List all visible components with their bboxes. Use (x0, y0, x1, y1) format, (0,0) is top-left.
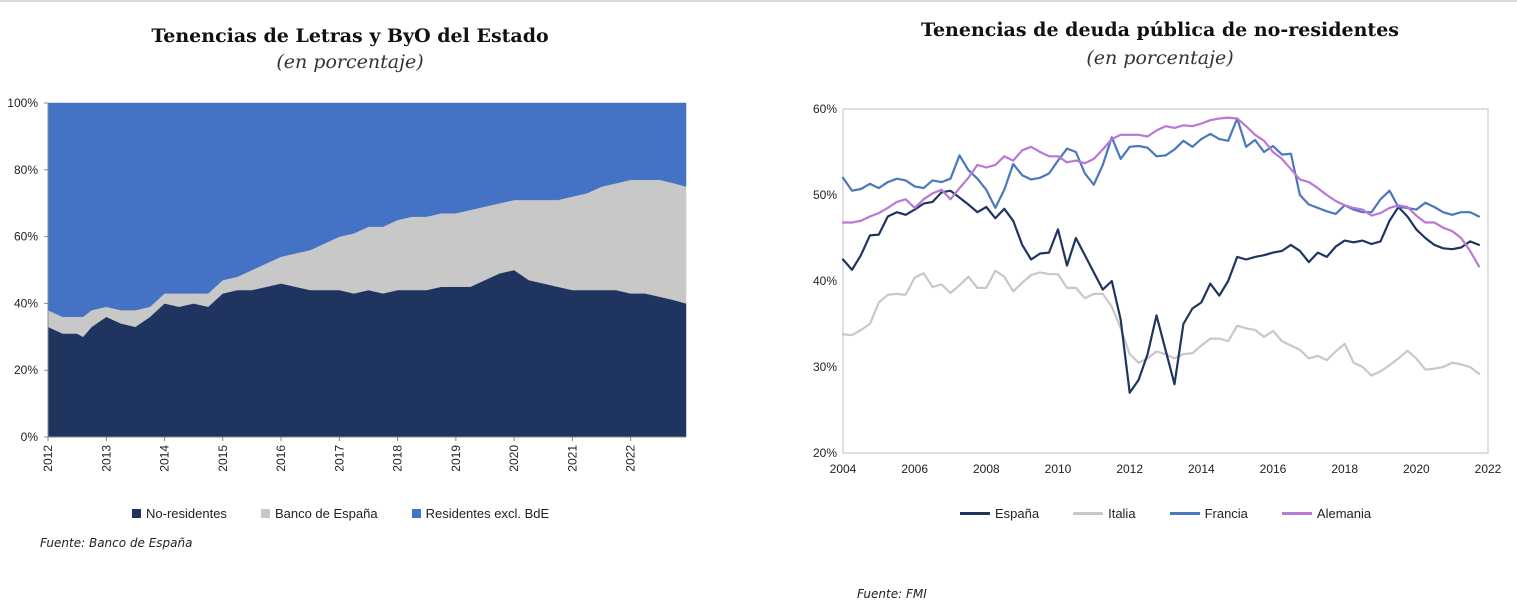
right-chart-title: Tenencias de deuda pública de no-residen… (921, 19, 1399, 41)
left-chart-subtitle: (en porcentaje) (276, 51, 424, 73)
y-tick-label: 50% (813, 188, 837, 202)
legend-swatch (1073, 512, 1104, 515)
x-tick-label: 2004 (830, 462, 857, 476)
series-line-francia (841, 117, 1481, 218)
y-tick-label: 60% (14, 230, 38, 244)
y-tick-label: 20% (813, 446, 837, 460)
legend-item-alemania: Alemania (1281, 506, 1372, 521)
x-tick-label: 2022 (1475, 462, 1502, 476)
left-chart-title: Tenencias de Letras y ByO del Estado (151, 25, 549, 47)
x-tick-label: 2019 (449, 445, 463, 472)
x-tick-label: 2021 (565, 445, 579, 472)
right-chart-source: Fuente: FMI (857, 587, 927, 601)
series-line-espana (841, 189, 1481, 394)
legend-item-francia: Francia (1169, 506, 1248, 521)
legend-label: Residentes excl. BdE (425, 506, 550, 521)
legend-item-banco-de-espana: Banco de España (260, 506, 378, 521)
legend-item-italia: Italia (1073, 506, 1136, 521)
top-border (0, 0, 1517, 2)
legend-item-espana: España (960, 506, 1039, 521)
legend-swatch (960, 512, 990, 515)
y-tick-label: 80% (14, 163, 38, 177)
x-tick-label: 2012 (1116, 462, 1143, 476)
x-tick-label: 2015 (216, 445, 230, 472)
x-tick-label: 2017 (332, 445, 346, 472)
x-tick-label: 2014 (1188, 462, 1215, 476)
x-tick-label: 2018 (1331, 462, 1358, 476)
legend-label: No-residentes (146, 506, 227, 521)
x-tick-label: 2014 (158, 445, 172, 472)
x-tick-label: 2006 (901, 462, 928, 476)
legend-item-no-residentes: No-residentes (132, 506, 227, 521)
right-chart-subtitle: (en porcentaje) (1086, 47, 1234, 69)
legend-label: Alemania (1316, 506, 1372, 521)
legend-swatch (411, 509, 421, 518)
right-line-chart: 20% 30% 40% 50% 60% 2004 2006 2008 2010 2012 2014 2… (813, 102, 1502, 476)
right-chart-legend: España Italia Francia Alemania (960, 506, 1405, 521)
legend-label: España (995, 506, 1040, 521)
legend-swatch (1281, 512, 1312, 515)
plot-frame (842, 108, 1489, 454)
left-chart-legend: No-residentes Banco de España Residentes e… (132, 506, 583, 521)
left-chart-source: Fuente: Banco de España (40, 536, 193, 550)
y-tick-label: 40% (813, 274, 837, 288)
x-tick-label: 2010 (1045, 462, 1072, 476)
x-tick-label: 2008 (973, 462, 1000, 476)
legend-label: Francia (1204, 506, 1248, 521)
legend-swatch (1169, 512, 1200, 515)
legend-swatch (260, 509, 270, 518)
y-tick-label: 40% (14, 296, 38, 310)
y-tick-label: 30% (813, 360, 837, 374)
x-tick-label: 2016 (1260, 462, 1287, 476)
y-tick-label: 0% (21, 430, 39, 444)
y-tick-label: 60% (813, 102, 837, 116)
x-tick-label: 2012 (41, 445, 55, 472)
legend-item-residentes-excl-bde: Residentes excl. BdE (411, 506, 550, 521)
y-tick-label: 100% (7, 96, 38, 110)
x-tick-label: 2016 (274, 445, 288, 472)
series-line-italia (841, 269, 1481, 377)
legend-swatch (132, 509, 141, 518)
x-tick-label: 2013 (99, 445, 113, 472)
series-line-alemania (841, 116, 1481, 268)
left-area-chart: 0% 20% 40% 60% 80% 100% 2012 2013 2014 2015 2016 20… (7, 96, 687, 472)
x-tick-label: 2018 (391, 445, 405, 472)
x-tick-label: 2022 (624, 445, 638, 472)
legend-label: Banco de España (274, 506, 378, 521)
x-tick-label: 2020 (507, 445, 521, 472)
legend-label: Italia (1108, 506, 1136, 521)
x-tick-label: 2020 (1403, 462, 1430, 476)
y-tick-label: 20% (14, 363, 38, 377)
area-residentes-excl-bde (47, 102, 687, 318)
